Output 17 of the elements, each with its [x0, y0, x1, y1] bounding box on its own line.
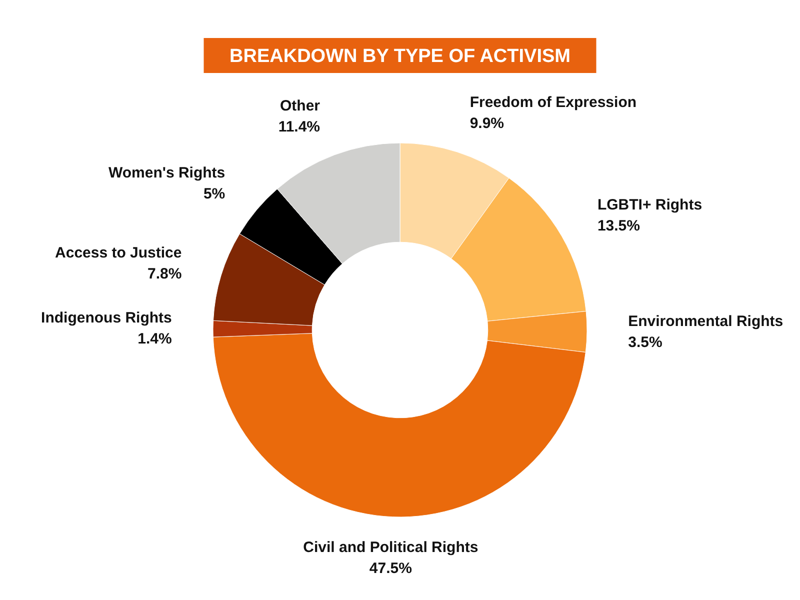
slice-label: Access to Justice — [55, 244, 182, 262]
data-label: 3.5% — [628, 334, 662, 352]
data-label: 13.5% — [597, 218, 640, 235]
slice-label: Environmental Rights — [628, 313, 784, 330]
slice-label: Women's Rights — [108, 164, 226, 182]
slice-label: Indigenous Rights — [41, 310, 172, 327]
chart-title: BREAKDOWN BY TYPE OF ACTIVISM — [230, 46, 570, 67]
data-label: 5% — [203, 185, 226, 202]
slice-label: LGBTI+ Rights — [597, 196, 702, 214]
data-label: 9.9% — [470, 114, 504, 132]
data-label: 7.8% — [148, 266, 182, 283]
slice-label: Freedom of Expression — [470, 94, 637, 111]
data-label: 1.4% — [138, 330, 172, 348]
data-label: 11.4% — [278, 118, 320, 136]
data-label: 47.5% — [369, 560, 412, 577]
slice-label: Other — [280, 97, 320, 114]
slice-label: Civil and Political Rights — [303, 538, 478, 556]
